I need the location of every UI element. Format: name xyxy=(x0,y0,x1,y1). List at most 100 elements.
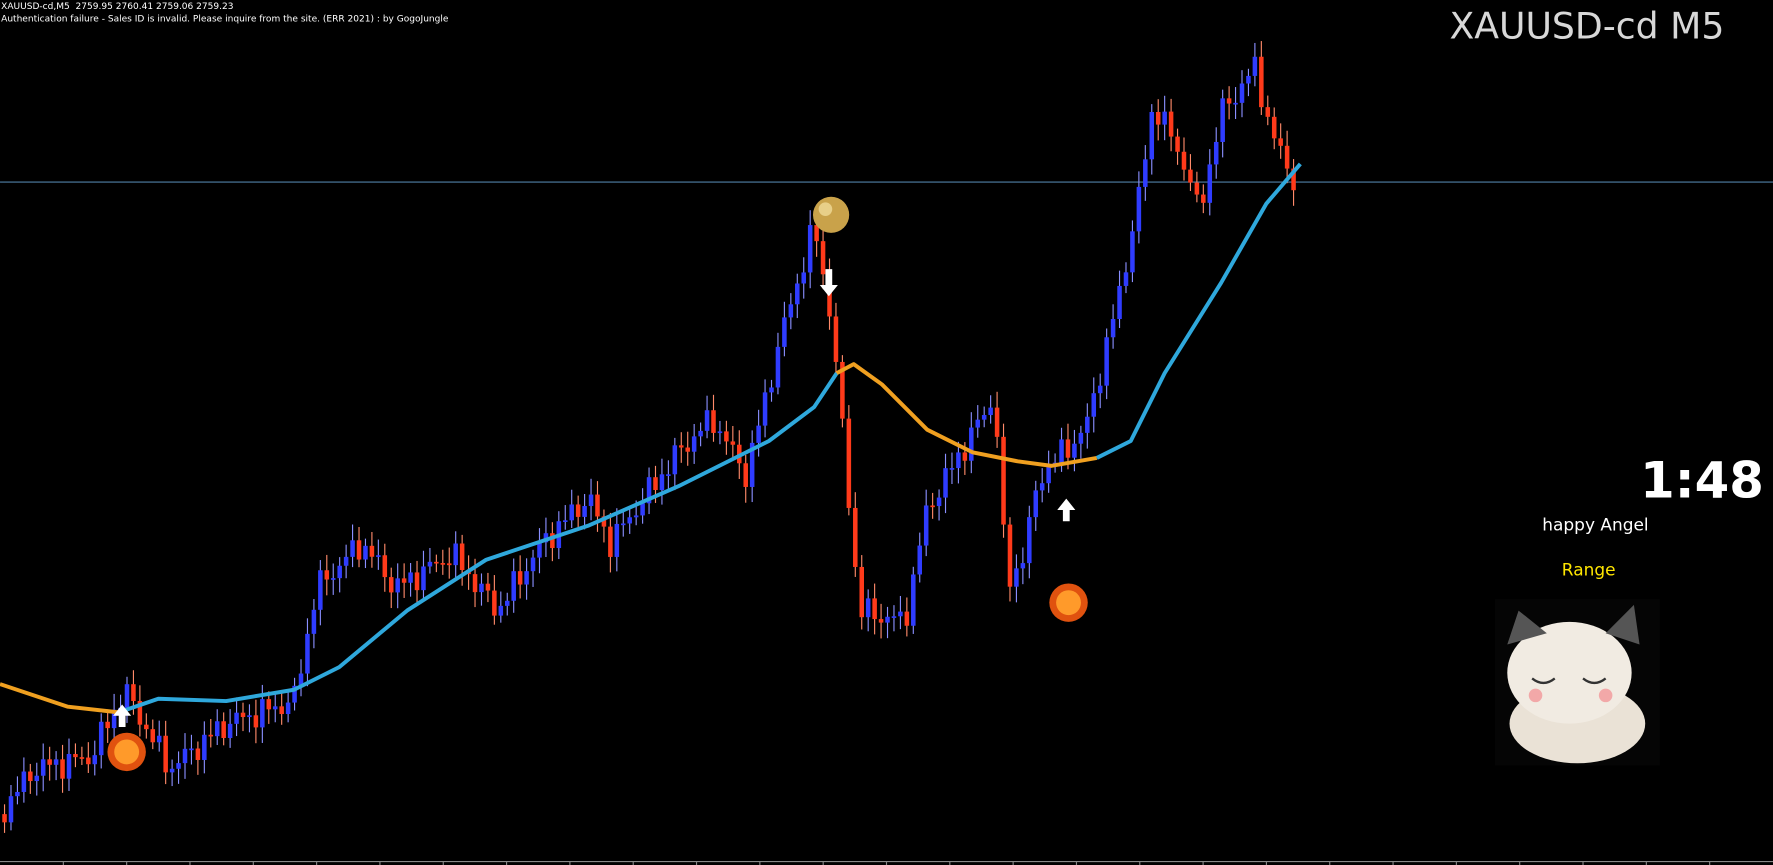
candle-body xyxy=(1252,56,1258,76)
candle-body xyxy=(1078,432,1084,444)
candle-body xyxy=(350,540,355,557)
candle-body xyxy=(1155,111,1161,125)
candle-body xyxy=(1039,483,1045,491)
candle-body xyxy=(453,543,458,566)
candle-body xyxy=(266,699,272,710)
cat-cheek xyxy=(1528,688,1543,703)
candle-body xyxy=(672,445,678,475)
candle-body xyxy=(1001,436,1006,525)
candle-body xyxy=(208,734,214,737)
candle-body xyxy=(878,619,884,623)
candle-body xyxy=(1220,98,1225,142)
candle-body xyxy=(1007,524,1013,587)
candle-body xyxy=(640,503,645,516)
candle-body xyxy=(318,570,323,610)
buy-arrow xyxy=(113,704,132,728)
candle-body xyxy=(956,452,961,469)
candle-body xyxy=(801,272,806,284)
cat-ear xyxy=(1605,604,1640,645)
candle-body xyxy=(2,814,7,823)
candle-body xyxy=(788,304,794,318)
candle-body xyxy=(311,609,317,634)
candle-body xyxy=(730,441,736,445)
candle-body xyxy=(814,225,819,242)
candle-body xyxy=(1168,111,1174,137)
ma-line xyxy=(118,372,839,715)
market-state: Range xyxy=(1562,560,1616,580)
candle-body xyxy=(517,571,523,585)
candle-body xyxy=(608,526,613,557)
candle-body xyxy=(376,555,381,557)
candle-body xyxy=(163,735,168,773)
candle-body xyxy=(98,721,104,756)
candle-body xyxy=(711,410,716,433)
quote-line: XAUUSD-cd,M5 2759.95 2760.41 2759.06 275… xyxy=(1,2,234,12)
candle-body xyxy=(537,542,542,558)
candle-body xyxy=(408,572,413,583)
candle-body xyxy=(724,431,729,442)
candle-body xyxy=(659,474,665,491)
candle-body xyxy=(891,616,897,618)
candle-body xyxy=(221,721,226,738)
candle-body xyxy=(124,684,130,708)
candle-body xyxy=(363,545,368,560)
candle-body xyxy=(434,561,439,564)
candle-body xyxy=(550,533,555,549)
candle-body xyxy=(588,494,594,507)
candle-body xyxy=(679,445,684,448)
candle-body xyxy=(717,431,723,434)
candle-body xyxy=(627,517,632,524)
candle-body xyxy=(421,566,426,591)
candle-body xyxy=(137,700,143,725)
candle-body xyxy=(769,387,774,393)
candle-body xyxy=(840,361,845,419)
candle-body xyxy=(131,684,136,701)
candle-body xyxy=(1091,393,1097,417)
candle-body xyxy=(1033,490,1039,518)
candle-body xyxy=(595,494,600,517)
candle-body xyxy=(343,556,349,566)
candle-body xyxy=(182,748,188,764)
candle-body xyxy=(1136,186,1142,232)
candle-body xyxy=(1181,151,1187,170)
ma-line xyxy=(1095,162,1302,460)
candle-body xyxy=(472,574,478,593)
candle-body xyxy=(498,605,504,616)
cat-ear xyxy=(1507,610,1547,645)
candle-body xyxy=(872,598,877,620)
candle-body xyxy=(1194,182,1200,195)
candle-body xyxy=(846,418,852,508)
cat-cheek xyxy=(1598,688,1613,703)
candle-body xyxy=(485,583,491,591)
candle-body xyxy=(975,419,981,428)
candle-body xyxy=(1149,111,1155,160)
candle-body xyxy=(504,600,510,606)
candle-body xyxy=(1271,116,1277,139)
candle-body xyxy=(79,757,85,759)
candle-body xyxy=(169,768,175,773)
candle-body xyxy=(86,757,91,765)
candle-body xyxy=(440,563,446,565)
candle-body xyxy=(195,748,201,760)
candle-body xyxy=(1162,111,1167,125)
moon-spot xyxy=(818,202,833,216)
candle-body xyxy=(427,561,433,567)
candle-body xyxy=(414,572,420,591)
candle-body xyxy=(743,463,748,487)
candle-body xyxy=(111,709,117,729)
indicator-name: happy Angel xyxy=(1542,514,1648,534)
candle-body xyxy=(1201,194,1206,203)
candle-body xyxy=(1239,83,1245,103)
candle-body xyxy=(1104,337,1109,386)
candle-body xyxy=(1059,439,1064,463)
candle-body xyxy=(15,791,20,797)
candle-body xyxy=(369,545,375,557)
buy-arrow xyxy=(1057,498,1076,522)
candle-body xyxy=(40,759,46,776)
candle-body xyxy=(395,578,400,593)
candle-body xyxy=(234,712,239,724)
candle-body xyxy=(775,346,781,388)
candle-body xyxy=(969,427,974,461)
candle-body xyxy=(698,430,703,437)
